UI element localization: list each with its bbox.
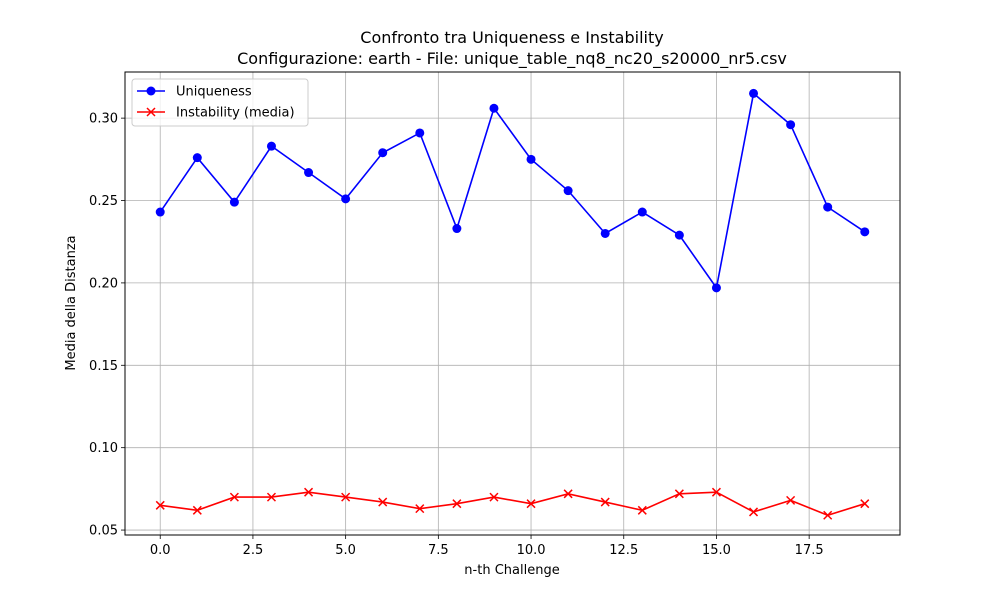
grid [125, 72, 900, 535]
data-point-instability-media [563, 489, 573, 499]
y-tick-label: 0.30 [89, 112, 118, 127]
data-point-instability-media [452, 499, 462, 509]
data-point-instability-media [266, 492, 277, 502]
y-tick-label: 0.20 [89, 276, 118, 291]
data-point-uniqueness [749, 88, 759, 98]
data-point-uniqueness [563, 186, 573, 196]
x-tick-label: 15.0 [702, 543, 731, 558]
x-tick-label: 7.5 [428, 543, 449, 558]
x-tick-label: 17.5 [795, 543, 824, 558]
data-point-instability-media [378, 497, 388, 507]
data-point-instability-media [711, 487, 721, 497]
data-point-uniqueness [674, 230, 684, 240]
chart-subtitle: Configurazione: earth - File: unique_tab… [237, 49, 787, 69]
data-point-uniqueness [860, 227, 870, 237]
data-point-uniqueness [526, 154, 536, 164]
data-point-instability-media [823, 510, 833, 520]
data-point-instability-media [192, 505, 202, 515]
x-tick-label: 2.5 [243, 543, 264, 558]
data-point-uniqueness [155, 207, 165, 217]
x-tick-label: 10.0 [517, 543, 546, 558]
y-tick-label: 0.10 [89, 441, 118, 456]
legend-label-instability: Instability (media) [176, 106, 295, 121]
legend-marker-uniqueness [146, 86, 156, 96]
data-point-uniqueness [711, 283, 721, 293]
chart-title: Confronto tra Uniqueness e Instability [360, 28, 663, 47]
data-point-uniqueness [786, 120, 796, 130]
x-tick-label: 5.0 [335, 543, 356, 558]
y-tick-label: 0.05 [89, 524, 118, 539]
data-point-instability-media [748, 507, 759, 517]
data-point-instability-media [415, 504, 425, 514]
data-point-instability-media [674, 489, 684, 499]
data-point-uniqueness [304, 168, 314, 178]
plot-frame [124, 71, 901, 536]
series-uniqueness [155, 88, 870, 293]
data-point-uniqueness [823, 202, 833, 212]
data-point-uniqueness [192, 153, 202, 163]
data-point-instability-media [860, 499, 870, 509]
y-tick-label: 0.15 [89, 359, 118, 374]
data-point-instability-media [489, 492, 499, 502]
data-point-instability-media [229, 492, 239, 502]
data-point-uniqueness [341, 194, 351, 204]
data-point-instability-media [341, 492, 351, 502]
data-point-uniqueness [600, 228, 610, 238]
data-point-instability-media [155, 500, 165, 510]
legend: Uniqueness Instability (media) [131, 78, 309, 127]
data-point-uniqueness [415, 128, 425, 138]
y-axis-label: Media della Distanza [64, 235, 79, 370]
data-point-instability-media [304, 487, 314, 497]
legend-box [131, 78, 309, 127]
data-point-uniqueness [266, 141, 276, 151]
legend-label-uniqueness: Uniqueness [176, 85, 252, 100]
x-tick-label: 0.0 [150, 543, 171, 558]
series-layer [155, 88, 870, 520]
data-point-instability-media [600, 497, 610, 507]
y-tick-label: 0.25 [89, 194, 118, 209]
y-axis: 0.05 0.10 0.15 0.20 0.25 0.30 [89, 112, 125, 539]
data-point-uniqueness [452, 224, 462, 234]
series-line-instability-media [160, 491, 866, 517]
data-point-uniqueness [489, 103, 499, 113]
x-axis-label: n-th Challenge [464, 563, 559, 578]
data-point-uniqueness [229, 197, 239, 207]
data-point-uniqueness [378, 148, 388, 158]
plot-area [125, 72, 900, 535]
x-axis: 0.0 2.5 5.0 7.5 10.0 12.5 15.0 17.5 [150, 535, 824, 558]
x-tick-label: 12.5 [609, 543, 638, 558]
legend-marker-instability [146, 107, 156, 117]
data-point-instability-media [786, 495, 796, 505]
data-point-uniqueness [637, 207, 647, 217]
series-instability-media [155, 487, 870, 520]
data-point-instability-media [637, 505, 647, 515]
data-point-instability-media [526, 499, 536, 509]
series-line-uniqueness [159, 91, 866, 290]
